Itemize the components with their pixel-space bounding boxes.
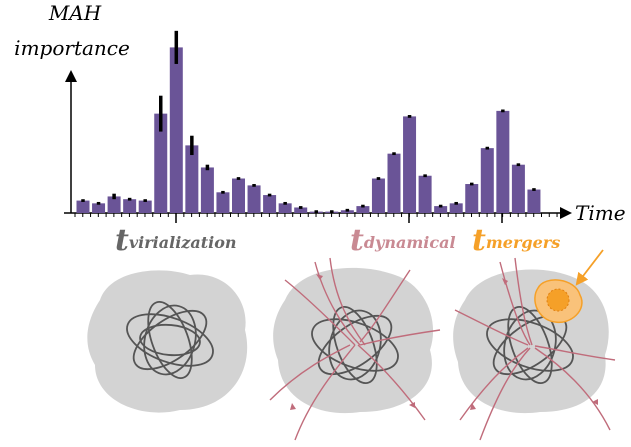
annotation-symbol: t: [350, 223, 364, 258]
bar: [387, 153, 401, 213]
bar: [76, 200, 90, 213]
y-label: importance: [14, 36, 130, 60]
bar: [216, 192, 230, 213]
annotation-subscript: mergers: [486, 233, 560, 252]
bar: [263, 195, 277, 213]
bar: [185, 145, 199, 213]
annotation-symbol: t: [115, 223, 129, 258]
bar: [465, 184, 479, 213]
bar: [138, 200, 152, 213]
bar: [480, 148, 494, 213]
bar: [371, 178, 385, 213]
bar: [294, 207, 308, 213]
bar: [107, 196, 121, 213]
x-label: Time: [575, 201, 626, 225]
bar: [278, 203, 292, 213]
y-label: MAH: [48, 1, 102, 25]
bar: [356, 206, 370, 213]
axis-ticks: [74, 213, 558, 217]
bar: [496, 110, 510, 213]
annotations: tvirialization tdynamical tmergers: [115, 223, 560, 258]
bar: [434, 206, 448, 213]
annotation: tvirialization: [115, 223, 237, 258]
bar: [511, 164, 525, 213]
annotation: tdynamical: [350, 223, 456, 258]
bar: [527, 189, 541, 213]
bar: [247, 185, 261, 213]
bar: [449, 203, 463, 213]
bar: [169, 47, 183, 214]
bar: [232, 178, 245, 213]
illustrations: [87, 249, 616, 441]
bar: [403, 116, 417, 213]
annotation: tmergers: [472, 223, 560, 258]
annotation-subscript: dynamical: [364, 233, 456, 252]
annotation-subscript: virialization: [129, 233, 237, 252]
bar: [154, 113, 168, 213]
bar: [418, 175, 432, 213]
annotation-symbol: t: [472, 223, 486, 258]
bar: [123, 199, 137, 213]
bar: [200, 167, 214, 213]
bar: [92, 203, 106, 213]
